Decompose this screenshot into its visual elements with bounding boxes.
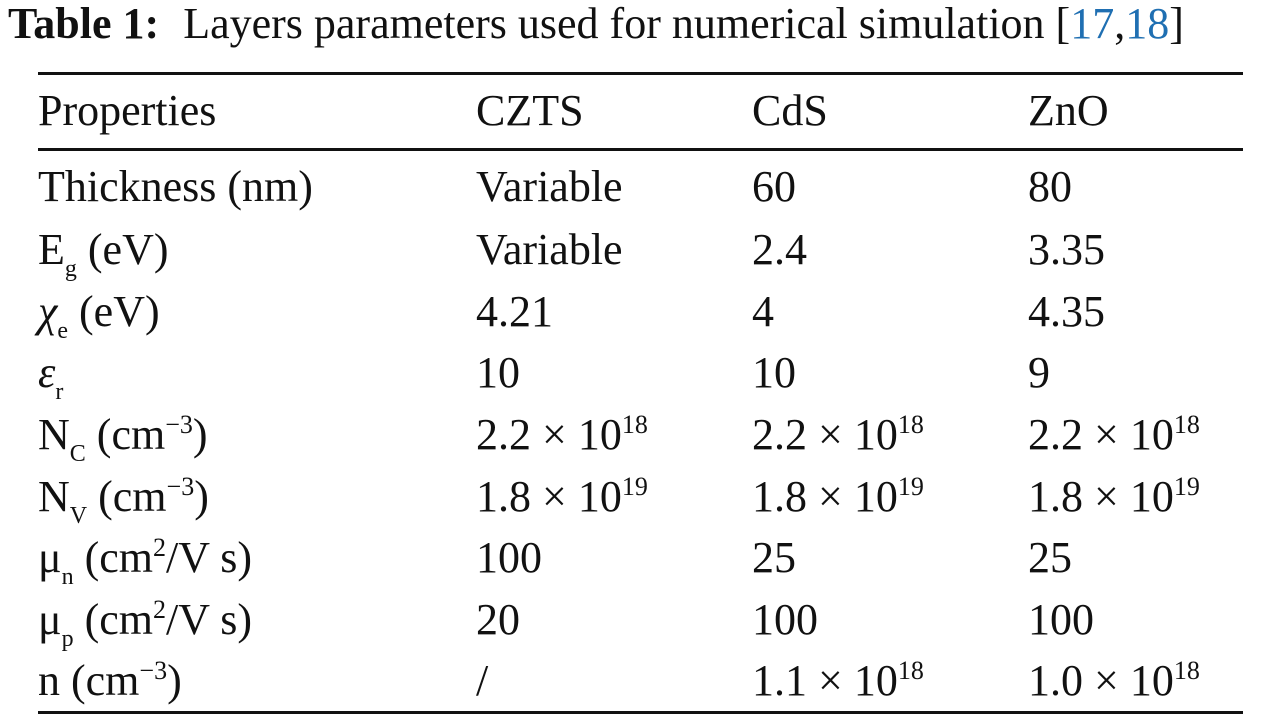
table-header-rule xyxy=(38,148,1243,151)
cds-cell: 60 xyxy=(752,162,796,211)
czts-cell: / xyxy=(476,656,489,705)
table-row: n (cm−3) / 1.1 × 1018 1.0 × 1018 xyxy=(0,650,1271,712)
caption-close: ] xyxy=(1169,0,1184,48)
property-cell: εr xyxy=(38,348,64,405)
header-zno: ZnO xyxy=(1028,86,1109,135)
caption-text: Layers parameters used for numerical sim… xyxy=(183,0,1071,48)
zno-cell: 2.2 × 1018 xyxy=(1028,410,1200,459)
czts-cell: 100 xyxy=(476,533,542,582)
table-row: NV (cm−3) 1.8 × 1019 1.8 × 1019 1.8 × 10… xyxy=(0,466,1271,529)
czts-cell: 2.2 × 1018 xyxy=(476,410,648,459)
czts-cell: Variable xyxy=(476,162,623,211)
header-czts: CZTS xyxy=(476,86,584,135)
property-cell: μn (cm2/V s) xyxy=(38,533,252,590)
czts-cell: 1.8 × 1019 xyxy=(476,472,648,521)
cds-cell: 25 xyxy=(752,533,796,582)
table-caption: Table 1: Layers parameters used for numer… xyxy=(8,0,1184,52)
property-cell: μp (cm2/V s) xyxy=(38,595,252,652)
zno-cell: 100 xyxy=(1028,595,1094,644)
reference-link-17[interactable]: 17 xyxy=(1070,0,1115,48)
table-row: Eg (eV) Variable 2.4 3.35 xyxy=(0,219,1271,282)
czts-cell: 4.21 xyxy=(476,287,553,336)
zno-cell: 3.35 xyxy=(1028,225,1105,274)
table-row: NC (cm−3) 2.2 × 1018 2.2 × 1018 2.2 × 10… xyxy=(0,404,1271,467)
cds-cell: 2.4 xyxy=(752,225,807,274)
property-cell: n (cm−3) xyxy=(38,656,182,705)
cds-cell: 100 xyxy=(752,595,818,644)
table-header-row: Properties CZTS CdS ZnO xyxy=(0,80,1271,142)
cds-cell: 1.8 × 1019 xyxy=(752,472,924,521)
property-cell: Thickness (nm) xyxy=(38,162,313,211)
reference-link-18[interactable]: 18 xyxy=(1125,0,1170,48)
caption-separator: , xyxy=(1114,0,1126,48)
header-cds: CdS xyxy=(752,86,828,135)
table-row: Thickness (nm) Variable 60 80 xyxy=(0,156,1271,218)
property-cell: NC (cm−3) xyxy=(38,410,208,467)
property-cell: NV (cm−3) xyxy=(38,472,209,529)
caption-label: Table 1: xyxy=(8,0,160,48)
cds-cell: 2.2 × 1018 xyxy=(752,410,924,459)
zno-cell: 25 xyxy=(1028,533,1072,582)
table-row: μn (cm2/V s) 100 25 25 xyxy=(0,527,1271,590)
cds-cell: 4 xyxy=(752,287,774,336)
czts-cell: 10 xyxy=(476,348,520,397)
zno-cell: 4.35 xyxy=(1028,287,1105,336)
zno-cell: 80 xyxy=(1028,162,1072,211)
table-row: χe (eV) 4.21 4 4.35 xyxy=(0,281,1271,344)
zno-cell: 1.8 × 1019 xyxy=(1028,472,1200,521)
czts-cell: Variable xyxy=(476,225,623,274)
zno-cell: 1.0 × 1018 xyxy=(1028,656,1200,705)
cds-cell: 1.1 × 1018 xyxy=(752,656,924,705)
table-bottom-rule xyxy=(38,711,1243,714)
header-properties: Properties xyxy=(38,86,217,135)
table-row: μp (cm2/V s) 20 100 100 xyxy=(0,589,1271,652)
table-top-rule xyxy=(38,72,1243,75)
table-row: εr 10 10 9 xyxy=(0,342,1271,405)
cds-cell: 10 xyxy=(752,348,796,397)
property-cell: χe (eV) xyxy=(38,287,160,344)
zno-cell: 9 xyxy=(1028,348,1050,397)
property-cell: Eg (eV) xyxy=(38,225,169,282)
czts-cell: 20 xyxy=(476,595,520,644)
